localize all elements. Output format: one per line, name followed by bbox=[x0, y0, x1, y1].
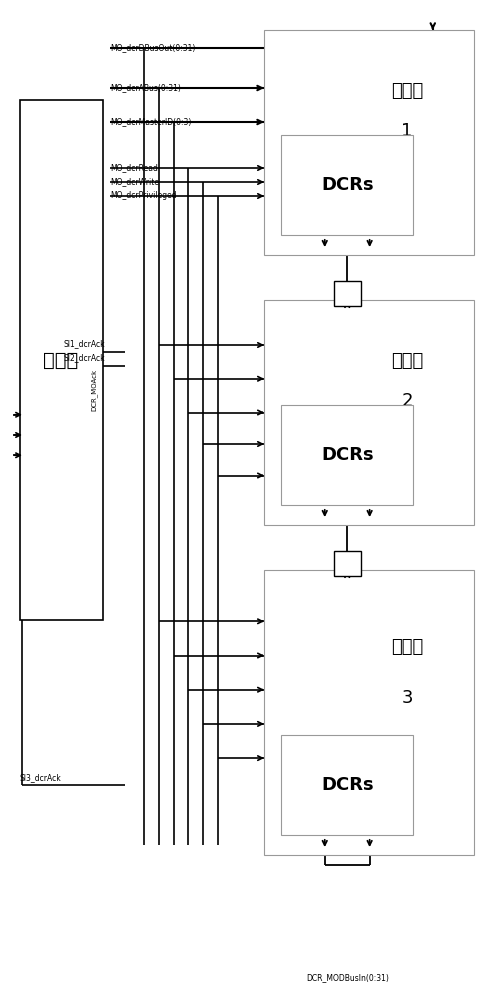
Text: SI2_dcrAck: SI2_dcrAck bbox=[63, 353, 105, 362]
Text: 主设备: 主设备 bbox=[43, 351, 79, 369]
Text: MO_dcrPrivileged: MO_dcrPrivileged bbox=[110, 192, 176, 200]
Bar bbox=[264, 570, 473, 855]
Text: DCRs: DCRs bbox=[320, 776, 373, 794]
Bar bbox=[281, 405, 412, 505]
Text: MO_dcrRead: MO_dcrRead bbox=[110, 163, 158, 172]
Text: DCR_MOAck: DCR_MOAck bbox=[91, 369, 97, 411]
Text: 3: 3 bbox=[401, 689, 412, 707]
Text: SI1_dcrAck: SI1_dcrAck bbox=[63, 339, 105, 348]
Bar bbox=[333, 550, 360, 576]
Text: SI3_dcrAck: SI3_dcrAck bbox=[20, 773, 61, 782]
Text: MO_dcrABus(0:31): MO_dcrABus(0:31) bbox=[110, 84, 181, 93]
Text: 从设备: 从设备 bbox=[390, 638, 422, 656]
Bar bbox=[20, 100, 102, 620]
Text: MO_dcrWrite: MO_dcrWrite bbox=[110, 178, 159, 186]
Text: DCR_MODBusIn(0:31): DCR_MODBusIn(0:31) bbox=[305, 974, 388, 982]
Text: DCRs: DCRs bbox=[320, 176, 373, 194]
Text: 从设备: 从设备 bbox=[390, 82, 422, 100]
Text: MO_dcrMasterID(0:3): MO_dcrMasterID(0:3) bbox=[110, 117, 191, 126]
Text: 从设备: 从设备 bbox=[390, 352, 422, 370]
Text: MO_dcrDBusOut(0:31): MO_dcrDBusOut(0:31) bbox=[110, 43, 195, 52]
Bar bbox=[281, 735, 412, 835]
Text: 2: 2 bbox=[401, 392, 412, 410]
Bar bbox=[333, 280, 360, 306]
Text: DCRs: DCRs bbox=[320, 446, 373, 464]
Bar bbox=[281, 135, 412, 235]
Bar bbox=[264, 300, 473, 525]
Text: 1: 1 bbox=[401, 122, 412, 140]
Bar bbox=[264, 30, 473, 255]
